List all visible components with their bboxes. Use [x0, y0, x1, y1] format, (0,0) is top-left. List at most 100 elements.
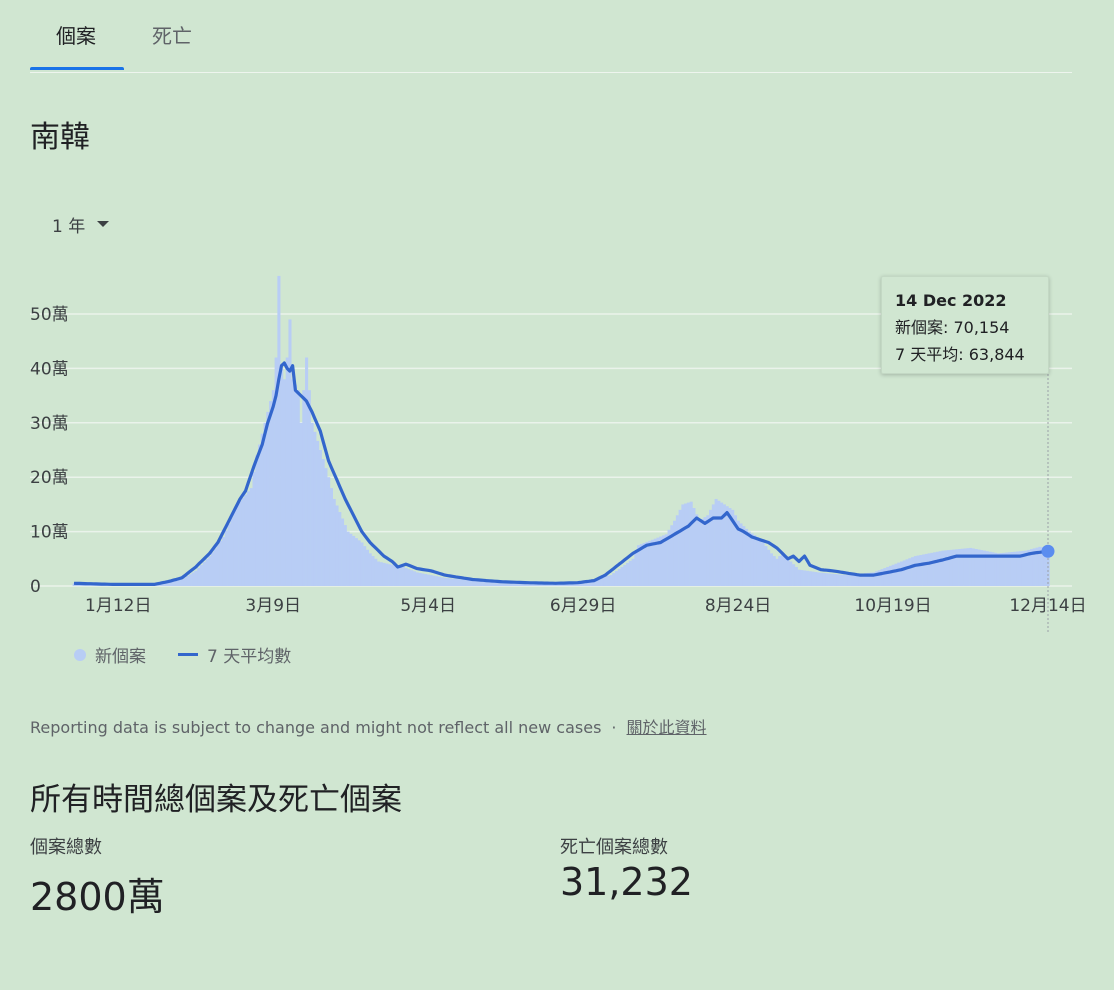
cases-bar [922, 554, 926, 586]
cases-bar [1016, 551, 1020, 586]
cases-bar [227, 523, 231, 586]
cases-bar [509, 582, 513, 586]
cases-bar [830, 573, 834, 586]
cases-bar [933, 552, 937, 586]
cases-bar [346, 531, 350, 586]
cases-bar [482, 580, 486, 586]
cases-bar [584, 581, 588, 586]
cases-bar [947, 550, 951, 586]
cases-bar [941, 550, 945, 586]
cases-bar [811, 571, 815, 586]
cases-bar [324, 468, 328, 586]
cases-bar [424, 574, 428, 586]
cases-bar [310, 422, 314, 586]
cases-bar [407, 569, 411, 586]
cases-bar [296, 390, 300, 586]
cases-bar [490, 581, 494, 586]
cases-bar [460, 579, 464, 586]
cases-bar [653, 538, 657, 586]
cases-bar [374, 558, 378, 586]
cases-bar [404, 568, 408, 586]
cases-bar [758, 539, 762, 586]
cases-bar [675, 515, 679, 586]
cases-bar [935, 551, 939, 586]
cases-bar [603, 576, 607, 586]
cases-bar [255, 455, 259, 586]
cases-bar [1005, 552, 1009, 586]
cases-bar [880, 569, 884, 586]
cases-bar [493, 581, 497, 586]
cases-bar [697, 520, 702, 586]
cases-bar [180, 579, 184, 586]
cases-bar [982, 550, 987, 586]
cases-bar [662, 535, 666, 586]
cases-bar [210, 552, 215, 586]
avg-line [73, 361, 1049, 586]
cases-bar [578, 582, 583, 586]
x-tick-label: 5月4日 [400, 596, 456, 616]
cases-bar [974, 549, 978, 586]
cases-bar [1038, 546, 1042, 586]
cases-bar [360, 542, 364, 586]
cases-bar [446, 578, 450, 586]
about-data-link[interactable]: 關於此資料 [626, 718, 707, 737]
cases-bar [886, 566, 890, 586]
cases-bar [161, 582, 165, 586]
cases-bar [709, 509, 713, 586]
cases-bar [897, 562, 901, 586]
cases-bar [357, 540, 361, 586]
cases-bar [659, 536, 663, 586]
cases-bar [866, 572, 870, 586]
time-range-value: 1 年 [52, 216, 86, 237]
cases-bar [432, 575, 436, 586]
cases-bar [451, 578, 455, 586]
time-range-select[interactable]: 1 年 [30, 202, 131, 246]
cases-bar [1041, 547, 1045, 586]
cases-bar [329, 488, 334, 586]
cases-bar [703, 517, 707, 586]
cases-bar [277, 275, 281, 586]
cases-bar [354, 538, 358, 586]
total-deaths-value: 31,232 [560, 860, 693, 904]
cases-bar [949, 549, 953, 586]
cases-bar [891, 564, 895, 586]
cases-bar [797, 569, 801, 586]
cases-bar [1007, 552, 1011, 586]
cases-bar [969, 547, 973, 586]
cases-bar [507, 581, 511, 586]
cases-bar [388, 564, 392, 586]
cases-bar [822, 572, 826, 586]
cases-bar [720, 502, 724, 586]
cases-bar [224, 530, 228, 586]
cases-bar [385, 563, 389, 586]
cases-bar [753, 535, 757, 586]
chart-legend: 新個案 7 天平均數 [74, 642, 291, 667]
cases-bar [512, 582, 516, 586]
cases-bar [338, 512, 342, 586]
tab-cases[interactable]: 個案 [56, 24, 96, 48]
cases-bar [775, 558, 779, 586]
hover-point[interactable] [1041, 544, 1055, 558]
cases-bar [825, 573, 829, 586]
cases-bar [996, 553, 1000, 586]
cases-bar [269, 401, 273, 586]
cases-bar [216, 544, 220, 586]
tab-deaths[interactable]: 死亡 [152, 24, 192, 48]
cases-bar [421, 573, 425, 586]
cases-bar [648, 540, 652, 586]
cases-bar [999, 553, 1003, 586]
cases-bar [219, 540, 223, 586]
cases-bar [841, 574, 845, 586]
cases-bar [908, 558, 912, 586]
x-tick-label: 1月12日 [85, 596, 151, 616]
cases-bar [764, 546, 768, 586]
cases-bar [745, 528, 749, 586]
cases-bar [991, 552, 995, 586]
cases-bar [376, 561, 381, 586]
cases-bar [208, 556, 212, 586]
cases-bar [396, 565, 400, 586]
cases-bar [642, 543, 646, 586]
cases-bar [252, 471, 256, 586]
cases-bar [183, 577, 187, 586]
cases-bar [700, 518, 704, 586]
